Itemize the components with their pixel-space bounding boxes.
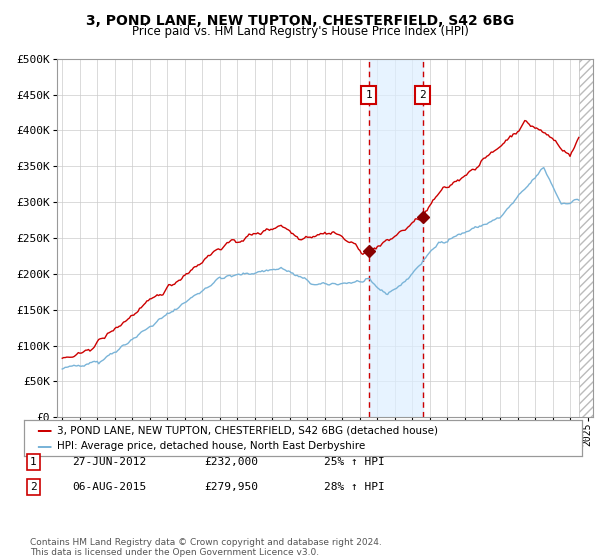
Text: Contains HM Land Registry data © Crown copyright and database right 2024.
This d: Contains HM Land Registry data © Crown c… [30,538,382,557]
Text: —: — [36,423,52,438]
Text: 3, POND LANE, NEW TUPTON, CHESTERFIELD, S42 6BG (detached house): 3, POND LANE, NEW TUPTON, CHESTERFIELD, … [57,425,438,435]
Text: 27-JUN-2012: 27-JUN-2012 [72,457,146,467]
Bar [579,59,593,417]
Text: 1: 1 [30,457,37,467]
Text: Price paid vs. HM Land Registry's House Price Index (HPI): Price paid vs. HM Land Registry's House … [131,25,469,38]
Text: 1: 1 [365,90,372,100]
Text: 25% ↑ HPI: 25% ↑ HPI [324,457,385,467]
Text: 06-AUG-2015: 06-AUG-2015 [72,482,146,492]
Text: HPI: Average price, detached house, North East Derbyshire: HPI: Average price, detached house, Nort… [57,441,365,451]
Text: 3, POND LANE, NEW TUPTON, CHESTERFIELD, S42 6BG: 3, POND LANE, NEW TUPTON, CHESTERFIELD, … [86,14,514,28]
Text: 2: 2 [30,482,37,492]
Text: —: — [36,438,52,454]
Bar [368,59,422,417]
Text: £279,950: £279,950 [204,482,258,492]
Text: £232,000: £232,000 [204,457,258,467]
Text: 2: 2 [419,90,426,100]
Text: 28% ↑ HPI: 28% ↑ HPI [324,482,385,492]
